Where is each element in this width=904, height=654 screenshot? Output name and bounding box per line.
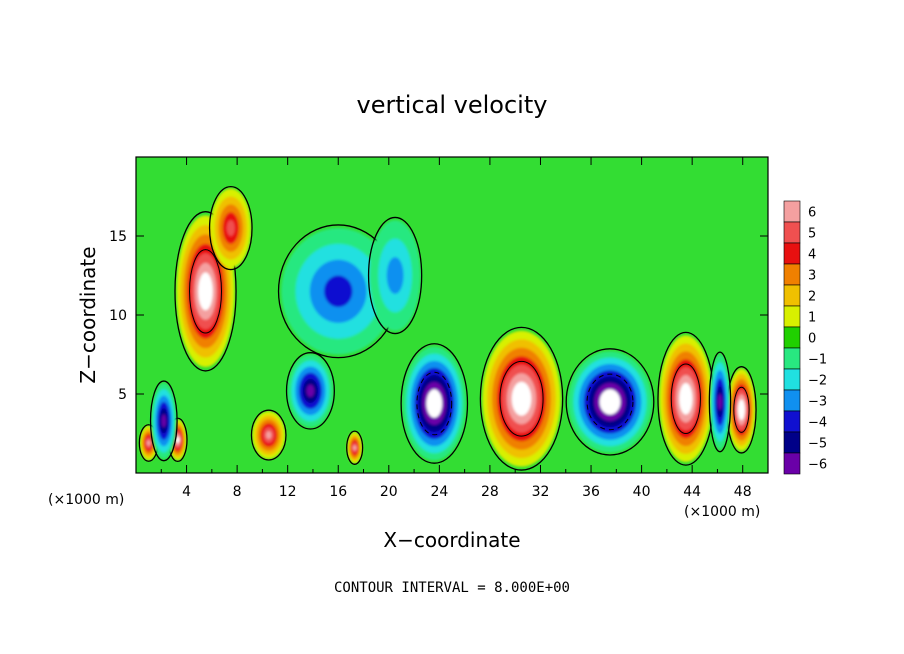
downdraft-level xyxy=(430,396,439,411)
x-tick-label: 20 xyxy=(380,484,398,500)
updraft-level xyxy=(226,220,235,237)
zero-contour xyxy=(346,430,364,465)
x-tick-label: 24 xyxy=(430,484,448,500)
updraft-cell xyxy=(252,411,286,459)
downdraft-cell xyxy=(369,220,421,331)
updraft-level xyxy=(352,445,357,451)
colorbar-label: −4 xyxy=(808,416,827,431)
zero-contour xyxy=(400,343,469,464)
y-axis-label: Z−coordinate xyxy=(76,246,100,383)
downdraft-level xyxy=(717,394,722,410)
x-tick-label: 4 xyxy=(182,484,191,500)
contour-interval-note: CONTOUR INTERVAL = 8.000E+00 xyxy=(334,580,570,596)
downdraft-cell xyxy=(402,346,466,461)
x-tick-label: 12 xyxy=(279,484,297,500)
colorbar-label: 5 xyxy=(808,227,816,242)
chart-title: vertical velocity xyxy=(357,91,548,119)
colorbar-swatch xyxy=(783,221,801,244)
colorbar-swatch xyxy=(783,305,801,328)
updraft-level xyxy=(739,404,744,415)
x-tick-label: 36 xyxy=(582,484,600,500)
updraft-level xyxy=(682,390,690,407)
y-tick-label: 5 xyxy=(118,387,127,403)
colorbar-label: −3 xyxy=(808,395,827,410)
x-tick-label: 8 xyxy=(233,484,242,500)
zero-contour xyxy=(565,348,655,456)
updraft-cell xyxy=(659,335,713,462)
colorbar-label: 6 xyxy=(808,206,816,221)
contour-line xyxy=(586,373,634,431)
x-tick-label: 48 xyxy=(734,484,752,500)
x-tick-label: 16 xyxy=(329,484,347,500)
colorbar-swatch xyxy=(783,389,801,412)
contour-line xyxy=(733,386,750,433)
updraft-cell xyxy=(347,431,363,464)
colorbar-label: −6 xyxy=(808,458,827,473)
zero-contour xyxy=(208,185,253,271)
colorbar-swatch xyxy=(783,326,801,349)
downdraft-cell xyxy=(709,354,731,450)
downdraft-level xyxy=(604,395,616,409)
y-tick-label: 10 xyxy=(109,308,127,324)
contour-line xyxy=(670,363,701,434)
zero-contour xyxy=(250,409,287,461)
x-tick-label: 44 xyxy=(683,484,701,500)
downdraft-cell xyxy=(151,382,177,459)
x-tick-label: 28 xyxy=(481,484,499,500)
y-tick-label: 15 xyxy=(109,229,127,245)
x-axis-label: X−coordinate xyxy=(383,528,520,552)
colorbar-label: 2 xyxy=(808,290,816,305)
colorbar-swatch xyxy=(783,452,801,475)
updraft-level xyxy=(146,440,151,446)
updraft-cell xyxy=(482,330,561,467)
downdraft-level xyxy=(161,414,166,428)
downdraft-level xyxy=(386,257,404,294)
updraft-cell xyxy=(210,188,252,268)
zero-contour xyxy=(174,211,237,372)
colorbar-swatch xyxy=(783,200,801,223)
colorbar-swatch xyxy=(783,368,801,391)
x-tick-label: 40 xyxy=(633,484,651,500)
colorbar-label: −2 xyxy=(808,374,827,389)
updraft-level xyxy=(201,281,210,301)
colorbar-label: −1 xyxy=(808,353,827,368)
updraft-level xyxy=(175,436,180,443)
zero-contour xyxy=(149,380,178,462)
colorbar-label: 1 xyxy=(808,311,816,326)
colorbar-swatch xyxy=(783,431,801,454)
colorbar-swatch xyxy=(783,347,801,370)
zero-contour xyxy=(479,326,564,471)
downdraft-level xyxy=(306,384,315,397)
zero-contour xyxy=(708,351,732,453)
plot-area xyxy=(135,156,769,474)
zero-contour xyxy=(285,352,335,430)
downdraft-level xyxy=(324,275,353,308)
colorbar-label: 4 xyxy=(808,248,816,263)
zero-contour xyxy=(367,216,423,335)
updraft-cell xyxy=(727,368,756,451)
colorbar-swatch xyxy=(783,263,801,286)
x-unit-right: (×1000 m) xyxy=(684,504,760,520)
colorbar-label: 3 xyxy=(808,269,816,284)
x-tick-label: 32 xyxy=(532,484,550,500)
x-axis: 4 8 12 16 20 24 28 32 36 40 44 48 xyxy=(160,157,752,500)
colorbar-swatch xyxy=(783,410,801,433)
colorbar-label: 0 xyxy=(808,332,816,347)
contour-line xyxy=(416,371,453,436)
colorbar: 6 5 4 3 2 1 0 −1 −2 −3 −4 −5 −6 xyxy=(783,200,827,475)
colorbar-swatch xyxy=(783,242,801,265)
x-unit-left: (×1000 m) xyxy=(48,492,124,508)
y-axis: 5 10 15 xyxy=(109,229,768,403)
contour-line xyxy=(189,249,223,334)
updraft-level xyxy=(516,390,527,408)
contour-line xyxy=(499,360,544,437)
downdraft-cell xyxy=(281,228,396,355)
colorbar-swatch xyxy=(783,284,801,307)
updraft-level xyxy=(265,431,272,440)
downdraft-cell xyxy=(568,351,652,453)
downdraft-cell xyxy=(287,354,334,428)
field-features xyxy=(138,185,757,471)
colorbar-label: −5 xyxy=(808,437,827,452)
